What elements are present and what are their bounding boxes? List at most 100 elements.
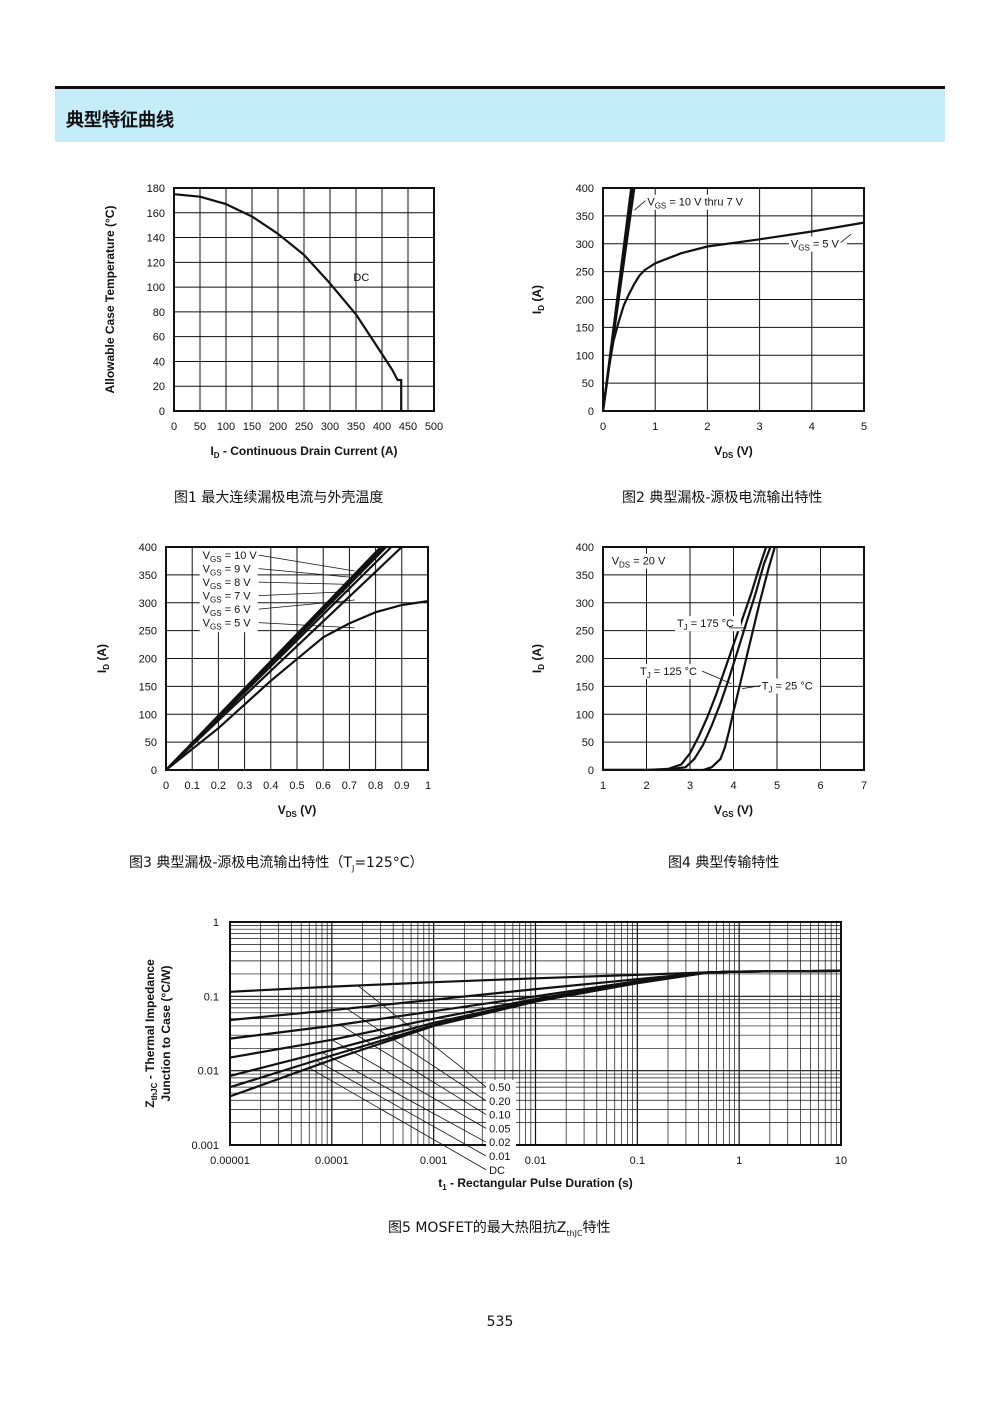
x-tick-label: 0.001 (420, 1155, 448, 1167)
legend-entry-1-main: V (203, 550, 211, 562)
series-line-1 (174, 193, 403, 411)
annotation-1: VGS = 10 V thru 7 V (647, 197, 743, 211)
x-axis-label-main: t (438, 1176, 442, 1190)
x-tick-label: 7 (861, 780, 867, 792)
y-tick-label: 150 (139, 681, 157, 693)
x-tick-label: 0.7 (342, 780, 357, 792)
annotation-1-rest: = 20 V (630, 556, 666, 568)
plot-frame (229, 921, 842, 1146)
x-tick-label: 0.1 (630, 1155, 645, 1167)
x-tick-label: 0.01 (525, 1155, 546, 1167)
annotation-2: TJ = 175 °C (677, 618, 734, 632)
x-tick-label: 350 (347, 421, 365, 433)
legend-entry-4-rest: = 7 V (222, 591, 252, 603)
series-line-5 (166, 547, 403, 770)
annotation-bg (609, 553, 672, 569)
annotation-4-rest: = 25 °C (773, 681, 813, 693)
x-tick-label: 0.1 (185, 780, 200, 792)
legend-entry-6-sub: GS (210, 623, 222, 632)
legend-leader (258, 599, 355, 610)
y-tick-label: 120 (147, 257, 165, 269)
legend-leader (331, 1039, 487, 1129)
annotation-2-sub: J (684, 623, 688, 632)
legend-entry-2: VGS = 9 V (203, 564, 252, 578)
x-tick-label: 1 (652, 421, 658, 433)
y-tick-label: 0 (159, 406, 165, 418)
x-tick-label: 1 (425, 780, 431, 792)
y-axis-label-sub: thJC (150, 1082, 159, 1100)
legend-leader (315, 1060, 487, 1157)
annotation-2-rest: = 5 V (810, 239, 840, 251)
x-axis-label-rest: (V) (297, 803, 316, 817)
legend-entry-4-sub: GS (210, 596, 222, 605)
x-axis-label-sub: DS (722, 451, 734, 460)
x-axis-label-sub: DS (286, 810, 298, 819)
legend-entry-4-main: V (203, 591, 211, 603)
y-axis-label-sub: D (102, 664, 111, 670)
x-tick-label: 1 (736, 1155, 742, 1167)
x-tick-label: 0.2 (211, 780, 226, 792)
x-tick-label: 0.00001 (210, 1155, 250, 1167)
x-tick-label: 0.5 (289, 780, 304, 792)
x-tick-label: 0.6 (316, 780, 331, 792)
plot-frame (173, 187, 435, 412)
x-tick-label: 3 (687, 780, 693, 792)
legend-entry-2-main: V (203, 564, 211, 576)
y-tick-label: 0 (588, 765, 594, 777)
series-line-4 (603, 221, 864, 411)
y-tick-label: 0.01 (198, 1066, 219, 1078)
x-axis-label: t1 - Rectangular Pulse Duration (s) (438, 1176, 632, 1192)
y-tick-label: 400 (576, 183, 594, 195)
annotation-4-sub: J (769, 686, 773, 695)
x-tick-label: 6 (817, 780, 823, 792)
caption-fig5-post: 特性 (582, 1220, 611, 1236)
annotation-2-sub: GS (798, 244, 810, 253)
legend-leader (321, 1052, 487, 1143)
legend-entry-5-sub: GS (210, 609, 222, 618)
section-banner: 典型特征曲线 (55, 86, 945, 142)
x-tick-label: 5 (861, 421, 867, 433)
legend-entry-6-main: V (203, 618, 211, 630)
annotation-3: TJ = 125 °C (640, 666, 697, 680)
y-axis-label: ID (A) (95, 644, 111, 673)
x-tick-label: 0.4 (263, 780, 278, 792)
legend-entry-3: 0.10 (489, 1110, 510, 1122)
y-tick-label: 250 (139, 626, 157, 638)
annotation-1-rest: = 10 V thru 7 V (666, 197, 743, 209)
legend-entry-1-sub: GS (210, 555, 222, 564)
y-tick-label: 100 (576, 709, 594, 721)
plot-frame (165, 546, 429, 771)
legend-leader (258, 591, 350, 597)
y-axis-label: ZthJC - Thermal Impedance (143, 959, 159, 1108)
x-tick-label: 4 (809, 421, 815, 433)
annotation-bg (674, 616, 741, 632)
x-tick-label: 0.3 (237, 780, 252, 792)
annotation-2-main: V (791, 239, 799, 251)
y-tick-label: 350 (576, 211, 594, 223)
y-tick-label: 300 (576, 598, 594, 610)
caption-fig3-sub: J (351, 863, 355, 873)
page-number: 535 (486, 1314, 514, 1330)
legend-entry-5: VGS = 6 V (203, 604, 252, 618)
y-tick-label: 80 (153, 307, 165, 319)
x-tick-label: 400 (373, 421, 391, 433)
x-axis-label-main: V (278, 803, 286, 817)
x-axis-label-main: V (714, 803, 722, 817)
annotation-dc: DC (353, 272, 369, 284)
plot-frame (602, 546, 865, 771)
x-tick-label: 100 (217, 421, 235, 433)
x-tick-label: 0.9 (394, 780, 409, 792)
legend-entry-3-main: V (203, 577, 211, 589)
x-axis-label: VGS (V) (714, 803, 753, 819)
annotation-3-sub: J (647, 671, 651, 680)
x-axis-label-sub: GS (722, 810, 734, 819)
y-axis-label-main: I (530, 670, 544, 673)
y-axis-label-line2: Junction to Case (°C/W) (159, 965, 173, 1101)
y-tick-label: 250 (576, 267, 594, 279)
y-axis-label-sub: D (537, 664, 546, 670)
legend-leader (346, 1008, 487, 1102)
y-tick-label: 100 (576, 350, 594, 362)
x-tick-label: 0 (600, 421, 606, 433)
legend-leader (258, 554, 355, 572)
x-tick-label: 300 (321, 421, 339, 433)
